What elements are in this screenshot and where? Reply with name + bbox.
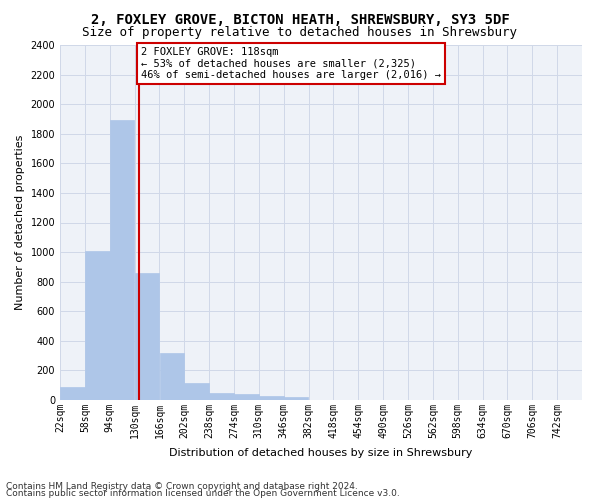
Y-axis label: Number of detached properties: Number of detached properties [15,135,25,310]
Text: Contains public sector information licensed under the Open Government Licence v3: Contains public sector information licen… [6,490,400,498]
Bar [110,120,134,400]
Text: Distribution of detached houses by size in Shrewsbury: Distribution of detached houses by size … [169,448,473,458]
Bar [209,393,234,400]
Text: 2 FOXLEY GROVE: 118sqm
← 53% of detached houses are smaller (2,325)
46% of semi-: 2 FOXLEY GROVE: 118sqm ← 53% of detached… [141,47,441,80]
Bar [259,396,284,400]
Bar [284,398,308,400]
Bar [184,383,209,400]
Bar [160,354,184,400]
Text: 2, FOXLEY GROVE, BICTON HEATH, SHREWSBURY, SY3 5DF: 2, FOXLEY GROVE, BICTON HEATH, SHREWSBUR… [91,12,509,26]
Text: Contains HM Land Registry data © Crown copyright and database right 2024.: Contains HM Land Registry data © Crown c… [6,482,358,491]
Text: Size of property relative to detached houses in Shrewsbury: Size of property relative to detached ho… [83,26,517,39]
Bar [60,388,85,400]
Bar [234,394,259,400]
Bar [134,273,160,400]
Bar [85,250,110,400]
